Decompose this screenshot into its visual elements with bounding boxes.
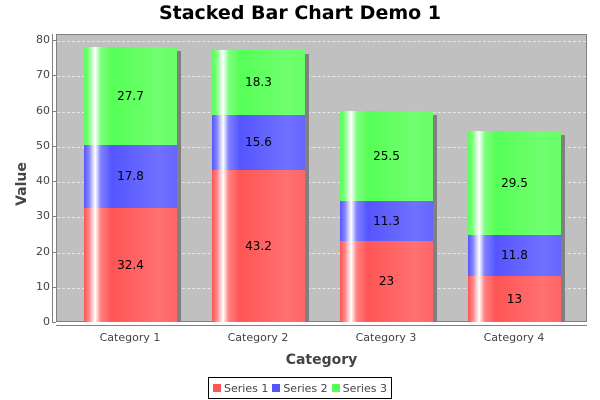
gridline (57, 287, 586, 289)
value-label: 11.8 (501, 248, 528, 263)
stacked-bar: 32.4 17.8 27.7 (84, 47, 177, 322)
x-tick-label: Category 1 (99, 331, 161, 344)
bar-segment: 13 (468, 276, 561, 322)
value-label: 32.4 (117, 257, 144, 272)
gridline (57, 182, 586, 183)
legend-item: Series 3 (331, 381, 387, 395)
legend-label: Series 2 (283, 381, 328, 395)
value-label: 11.3 (373, 213, 400, 228)
x-tick-label: Category 3 (355, 331, 417, 344)
y-tick-mark (52, 110, 56, 112)
bar-segment: 11.3 (340, 201, 433, 241)
legend: Series 1 Series 2 Series 3 (208, 377, 392, 399)
bar-segment: 11.8 (468, 234, 561, 277)
y-tick-label: 60 (36, 103, 50, 117)
value-label: 25.5 (373, 149, 400, 164)
value-label: 43.2 (245, 238, 272, 253)
x-tick-label: Category 4 (483, 331, 545, 344)
value-label: 23 (378, 274, 395, 289)
y-tick-mark (52, 216, 56, 218)
x-axis-line (56, 325, 587, 326)
value-label: 18.3 (245, 75, 272, 90)
gridline (57, 252, 586, 254)
bar-segment: 23 (340, 240, 433, 322)
stacked-bar: 23 11.3 25.5 (340, 111, 433, 322)
bar-segment: 29.5 (468, 130, 561, 235)
y-tick-label: 0 (43, 315, 50, 328)
gridline (57, 41, 586, 42)
x-tick-label: Category 2 (227, 331, 289, 344)
value-label: 29.5 (501, 175, 528, 190)
y-tick-mark (52, 75, 56, 77)
value-label: 13 (506, 292, 523, 307)
x-axis-label: Category (285, 352, 358, 368)
gridline (57, 76, 586, 78)
bar-segment: 32.4 (84, 207, 177, 322)
stacked-bar: 43.2 15.6 18.3 (212, 50, 305, 322)
y-tick-mark (52, 322, 56, 323)
bar-segment: 15.6 (212, 114, 305, 170)
chart-title: Stacked Bar Chart Demo 1 (158, 2, 442, 24)
gridline (57, 217, 586, 219)
y-tick-label: 70 (36, 68, 50, 82)
y-tick-mark (52, 40, 56, 41)
value-label: 15.6 (245, 135, 272, 150)
legend-label: Series 3 (342, 381, 387, 395)
stacked-bar: 13 11.8 29.5 (468, 130, 561, 322)
y-tick-label: 50 (36, 138, 50, 152)
legend-swatch-icon (331, 384, 340, 392)
bar-segment: 17.8 (84, 145, 177, 208)
bar-segment: 43.2 (212, 169, 305, 322)
y-tick-label: 10 (36, 279, 50, 293)
legend-item: Series 2 (272, 381, 328, 395)
y-tick-mark (52, 251, 56, 253)
bar-segment: 18.3 (212, 50, 305, 115)
y-tick-mark (52, 145, 56, 147)
y-tick-label: 40 (36, 174, 50, 187)
y-tick-mark (52, 286, 56, 288)
bar-segment: 25.5 (340, 111, 433, 202)
y-tick-label: 80 (36, 33, 50, 46)
legend-swatch-icon (272, 384, 281, 392)
value-label: 27.7 (117, 89, 144, 104)
value-label: 17.8 (117, 169, 144, 184)
y-tick-label: 20 (36, 244, 50, 258)
legend-item: Series 1 (213, 382, 268, 395)
legend-label: Series 1 (224, 381, 269, 395)
y-axis-line (52, 34, 53, 322)
gridline (57, 111, 586, 113)
gridline (57, 146, 586, 148)
y-tick-label: 30 (36, 209, 50, 223)
legend-swatch-icon (213, 384, 221, 392)
y-tick-mark (52, 181, 56, 182)
bar-segment: 27.7 (84, 47, 177, 146)
